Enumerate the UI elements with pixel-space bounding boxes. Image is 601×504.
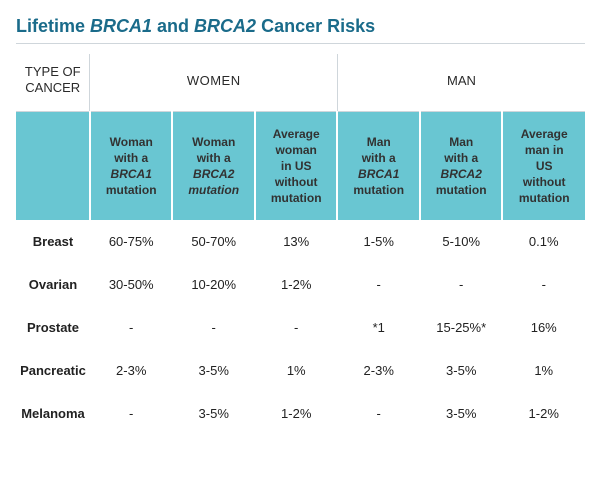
cell: 1% [502, 349, 585, 392]
row-label: Ovarian [16, 263, 90, 306]
cell: 15-25%* [420, 306, 503, 349]
cell: 1-5% [337, 220, 420, 263]
cell: 2-3% [90, 349, 173, 392]
cell: - [255, 306, 338, 349]
cell: - [90, 392, 173, 435]
cell: 60-75% [90, 220, 173, 263]
cell: 1% [255, 349, 338, 392]
cell: 1-2% [502, 392, 585, 435]
subheader-col: Woman with a BRCA1 mutation [90, 111, 173, 220]
row-label: Melanoma [16, 392, 90, 435]
header-type-l1: TYPE OF [25, 64, 81, 79]
cell: - [337, 392, 420, 435]
cell: - [502, 263, 585, 306]
page-title: Lifetime BRCA1 and BRCA2 Cancer Risks [16, 16, 585, 37]
subheader-blank [16, 111, 90, 220]
header-type-l2: CANCER [25, 80, 80, 95]
header-type: TYPE OF CANCER [16, 54, 90, 111]
subheader-col: Man with a BRCA1 mutation [337, 111, 420, 220]
title-mid: and [152, 16, 194, 36]
cell: - [337, 263, 420, 306]
risk-table: TYPE OF CANCER WOMEN MAN Woman with a BR… [16, 54, 585, 435]
title-rule [16, 43, 585, 44]
subheader-col: Average woman in US without mutation [255, 111, 338, 220]
table-row: Pancreatic 2-3% 3-5% 1% 2-3% 3-5% 1% [16, 349, 585, 392]
row-label: Pancreatic [16, 349, 90, 392]
title-suffix: Cancer Risks [256, 16, 375, 36]
subheader-col: Average man in US without mutation [502, 111, 585, 220]
title-prefix: Lifetime [16, 16, 90, 36]
subheader-col: Man with a BRCA2 mutation [420, 111, 503, 220]
cell: - [90, 306, 173, 349]
cell: 1-2% [255, 263, 338, 306]
header-man: MAN [337, 54, 585, 111]
cell: 0.1% [502, 220, 585, 263]
row-label: Breast [16, 220, 90, 263]
title-gene2: BRCA2 [194, 16, 256, 36]
title-gene1: BRCA1 [90, 16, 152, 36]
cell: 10-20% [172, 263, 255, 306]
row-label: Prostate [16, 306, 90, 349]
table-row: Breast 60-75% 50-70% 13% 1-5% 5-10% 0.1% [16, 220, 585, 263]
cell: 3-5% [420, 392, 503, 435]
subheader-col: Woman with a BRCA2 mutation [172, 111, 255, 220]
cell: 2-3% [337, 349, 420, 392]
cell: 1-2% [255, 392, 338, 435]
cell: 3-5% [420, 349, 503, 392]
cell: - [172, 306, 255, 349]
cell: 5-10% [420, 220, 503, 263]
cell: 3-5% [172, 349, 255, 392]
cell: *1 [337, 306, 420, 349]
cell: 30-50% [90, 263, 173, 306]
cell: - [420, 263, 503, 306]
cell: 13% [255, 220, 338, 263]
cell: 50-70% [172, 220, 255, 263]
table-row: Ovarian 30-50% 10-20% 1-2% - - - [16, 263, 585, 306]
table-row: Melanoma - 3-5% 1-2% - 3-5% 1-2% [16, 392, 585, 435]
table-header-sub: Woman with a BRCA1 mutation Woman with a… [16, 111, 585, 220]
table-header-top: TYPE OF CANCER WOMEN MAN [16, 54, 585, 111]
cell: 3-5% [172, 392, 255, 435]
table-body: Breast 60-75% 50-70% 13% 1-5% 5-10% 0.1%… [16, 220, 585, 435]
header-women: WOMEN [90, 54, 338, 111]
cell: 16% [502, 306, 585, 349]
table-row: Prostate - - - *1 15-25%* 16% [16, 306, 585, 349]
